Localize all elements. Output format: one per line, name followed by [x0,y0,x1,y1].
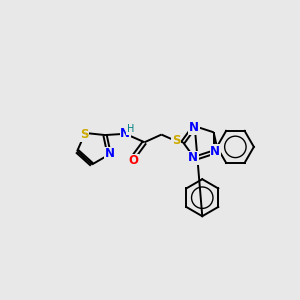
Text: N: N [210,145,220,158]
Text: N: N [105,147,115,160]
Text: H: H [127,124,134,134]
Text: N: N [120,127,130,140]
Text: N: N [188,151,198,164]
Text: S: S [80,128,89,141]
Text: O: O [128,154,138,167]
Text: N: N [189,121,199,134]
Text: S: S [172,134,180,147]
